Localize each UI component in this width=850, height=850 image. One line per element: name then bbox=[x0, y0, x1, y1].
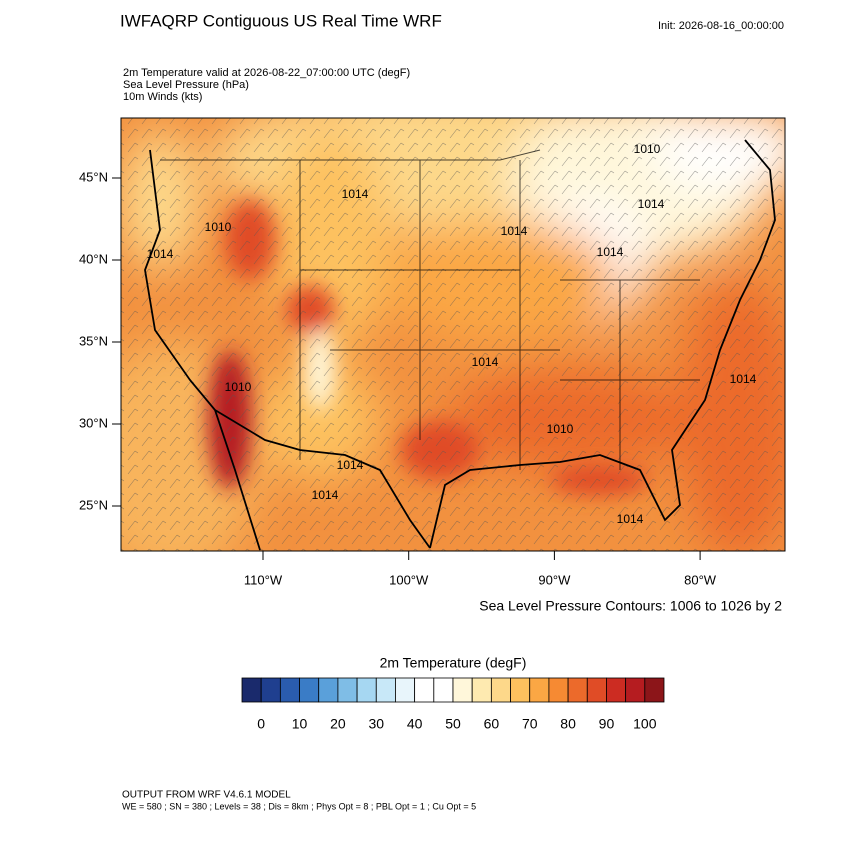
wind-barbs bbox=[121, 118, 785, 551]
colorbar-label: 0 bbox=[257, 716, 265, 732]
colorbar-box bbox=[395, 677, 416, 703]
lon-label: 90°W bbox=[538, 572, 571, 587]
map: 1010 1014 1014 1014 1014 1014 1014 1010 1014 1014… bbox=[121, 118, 785, 551]
lat-label: 30°N bbox=[79, 415, 108, 430]
field-list: 2m Temperature valid at 2026-08-22_07:00… bbox=[123, 67, 410, 103]
field-line: Sea Level Pressure (hPa) bbox=[123, 79, 249, 91]
colorbar-box bbox=[337, 677, 358, 703]
lon-label: 110°W bbox=[244, 572, 283, 587]
contour-note: Sea Level Pressure Contours: 1006 to 102… bbox=[479, 598, 782, 614]
colorbar-box bbox=[241, 677, 262, 703]
colorbar: 0 10 20 30 40 50 60 70 80 90 100 bbox=[241, 677, 665, 732]
colorbar-box bbox=[586, 677, 607, 703]
title: IWFAQRP Contiguous US Real Time WRF bbox=[120, 11, 442, 30]
contour-label: 1014 bbox=[617, 512, 644, 526]
map-axes: 45°N 40°N 35°N 30°N 25°N 110°W 100°W 90°W 80°W bbox=[79, 169, 717, 587]
colorbar-label: 40 bbox=[407, 716, 423, 732]
contour-label: 1014 bbox=[638, 197, 665, 211]
field-line: 2m Temperature valid at 2026-08-22_07:00… bbox=[123, 67, 410, 79]
colorbar-box bbox=[375, 677, 396, 703]
contour-labels: 1010 1014 1014 1014 1014 1014 1014 1010 1014 1014… bbox=[147, 142, 757, 526]
colorbar-label: 30 bbox=[368, 716, 384, 732]
colorbar-box bbox=[529, 677, 550, 703]
colorbar-box bbox=[356, 677, 377, 703]
map-frame bbox=[120, 117, 786, 552]
colorbar-label: 50 bbox=[445, 716, 461, 732]
colorbar-box bbox=[548, 677, 569, 703]
lat-label: 45°N bbox=[79, 169, 108, 184]
contour-label: 1014 bbox=[501, 224, 528, 238]
colorbar-box bbox=[567, 677, 588, 703]
lon-label: 80°W bbox=[684, 572, 717, 587]
colorbar-label: 20 bbox=[330, 716, 346, 732]
colorbar-box bbox=[625, 677, 646, 703]
contour-label: 1014 bbox=[147, 247, 174, 261]
contour-label: 1010 bbox=[225, 380, 252, 394]
colorbar-box bbox=[452, 677, 473, 703]
colorbar-box bbox=[299, 677, 320, 703]
colorbar-box bbox=[260, 677, 281, 703]
field-line: 10m Winds (kts) bbox=[123, 91, 202, 103]
contour-label: 1010 bbox=[205, 220, 232, 234]
colorbar-label: 70 bbox=[522, 716, 538, 732]
contour-label: 1014 bbox=[337, 458, 364, 472]
colorbar-box bbox=[510, 677, 531, 703]
colorbar-label: 100 bbox=[633, 716, 657, 732]
colorbar-title: 2m Temperature (degF) bbox=[380, 655, 527, 671]
colorbar-box bbox=[414, 677, 435, 703]
contour-label: 1014 bbox=[597, 245, 624, 259]
coastline bbox=[144, 139, 776, 551]
lat-label: 40°N bbox=[79, 251, 108, 266]
colorbar-box bbox=[318, 677, 339, 703]
colorbar-box bbox=[606, 677, 627, 703]
contour-label: 1014 bbox=[730, 372, 757, 386]
colorbar-box bbox=[279, 677, 300, 703]
colorbar-label: 80 bbox=[560, 716, 576, 732]
footer-model: OUTPUT FROM WRF V4.6.1 MODEL bbox=[122, 790, 291, 801]
colorbar-box bbox=[490, 677, 511, 703]
lat-label: 35°N bbox=[79, 333, 108, 348]
init-time: Init: 2026-08-16_00:00:00 bbox=[658, 20, 784, 32]
colorbar-box bbox=[433, 677, 454, 703]
colorbar-label: 90 bbox=[599, 716, 615, 732]
colorbar-box bbox=[644, 677, 665, 703]
footer-settings: WE = 580 ; SN = 380 ; Levels = 38 ; Dis … bbox=[122, 801, 476, 811]
colorbar-label: 10 bbox=[292, 716, 308, 732]
lat-label: 25°N bbox=[79, 497, 108, 512]
contour-label: 1010 bbox=[547, 422, 574, 436]
state-borders bbox=[160, 149, 700, 470]
contour-label: 1014 bbox=[342, 187, 369, 201]
contour-label: 1014 bbox=[472, 355, 499, 369]
contour-label: 1014 bbox=[312, 488, 339, 502]
lon-label: 100°W bbox=[389, 572, 429, 587]
colorbar-label: 60 bbox=[484, 716, 500, 732]
colorbar-box bbox=[471, 677, 492, 703]
contour-label: 1010 bbox=[634, 142, 661, 156]
